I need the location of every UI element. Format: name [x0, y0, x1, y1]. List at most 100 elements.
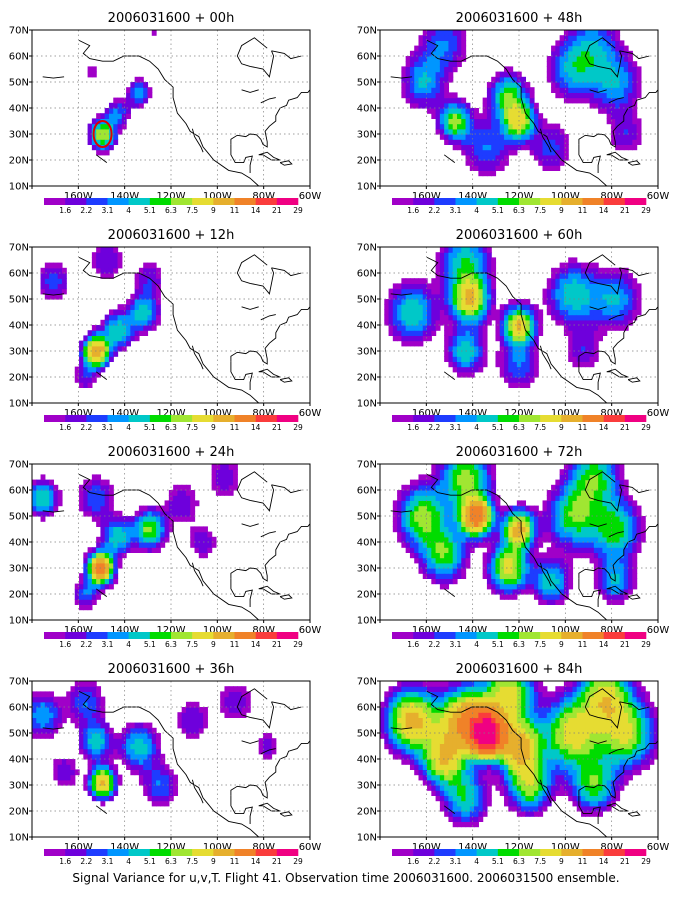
heat-cell — [57, 774, 63, 781]
heat-cell — [36, 484, 42, 491]
heat-cell — [87, 686, 93, 692]
heat-cell — [130, 102, 136, 109]
heat-cell — [134, 738, 140, 744]
heat-cell — [512, 377, 518, 383]
heat-cell — [546, 547, 552, 553]
heat-cell — [486, 568, 492, 574]
heat-cell — [414, 56, 420, 62]
heat-cell — [555, 288, 561, 295]
heat-cell — [619, 479, 625, 486]
heat-cell — [96, 557, 102, 564]
heat-cell — [598, 82, 603, 88]
heat-cell — [108, 510, 114, 517]
heat-cell — [397, 536, 402, 543]
heat-cell — [610, 40, 616, 47]
heat-cell — [615, 299, 621, 305]
heat-cell — [414, 97, 420, 104]
heat-cell — [529, 542, 535, 548]
heat-cell — [418, 536, 424, 543]
heat-cell — [589, 267, 595, 274]
heat-cell — [602, 278, 608, 284]
heat-cell — [572, 526, 578, 533]
heat-cell — [452, 61, 458, 67]
heat-cell — [628, 108, 633, 114]
heat-cell — [452, 283, 458, 290]
heat-cell — [456, 568, 462, 574]
heat-cell — [606, 82, 612, 88]
heat-cell — [431, 722, 437, 729]
heat-cell — [495, 526, 501, 533]
heat-cell — [143, 87, 149, 93]
heat-cell — [529, 139, 535, 145]
heat-cell — [160, 769, 166, 776]
heat-cell — [589, 340, 595, 347]
heat-cell — [529, 144, 535, 151]
heat-cell — [555, 76, 561, 83]
heat-cell — [117, 319, 123, 326]
colorbar-label: 5.1 — [492, 423, 504, 432]
heat-cell — [91, 759, 97, 765]
heat-cell — [563, 474, 569, 481]
heat-cell — [508, 108, 514, 114]
heat-cell — [525, 144, 531, 151]
heat-cell — [593, 552, 599, 559]
heat-cell — [525, 573, 531, 579]
heat-cell — [529, 134, 535, 140]
heat-cell — [521, 118, 527, 125]
heat-cell — [495, 76, 501, 83]
heat-cell — [491, 479, 497, 486]
heat-cell — [525, 557, 531, 564]
heat-cell — [181, 510, 187, 517]
heat-cell — [456, 108, 462, 114]
heat-cell — [83, 500, 89, 507]
heat-cell — [96, 335, 102, 342]
colorbar-label: 6.3 — [165, 206, 177, 215]
colorbar-swatch — [413, 415, 435, 422]
heat-cell — [504, 102, 509, 109]
heat-cell — [117, 123, 123, 130]
heat-cell — [478, 319, 484, 326]
heat-cell — [435, 40, 441, 47]
heat-cell — [156, 309, 161, 316]
heat-cell — [585, 464, 591, 470]
heat-cell — [156, 748, 161, 755]
heat-cell — [405, 505, 411, 512]
heat-cell — [147, 325, 153, 331]
heat-cell — [147, 299, 153, 305]
heat-cell — [461, 144, 467, 151]
heat-cell — [491, 536, 497, 543]
heat-cell — [414, 484, 420, 491]
heat-cell — [461, 345, 467, 352]
heat-cell — [469, 288, 475, 295]
heat-cell — [491, 526, 497, 533]
heat-cell — [589, 547, 595, 553]
heat-cell — [465, 516, 471, 522]
heat-cell — [74, 691, 80, 698]
heat-cell — [542, 552, 548, 559]
heat-cell — [538, 309, 544, 316]
heat-cell — [559, 309, 565, 316]
heat-cell — [79, 738, 84, 744]
heat-cell — [551, 76, 556, 83]
heat-cell — [636, 516, 642, 522]
heat-cell — [533, 144, 539, 151]
heat-cell — [397, 505, 402, 512]
heat-cell — [465, 335, 471, 342]
heat-cell — [512, 594, 518, 600]
heat-cell — [525, 304, 531, 310]
heat-cell — [568, 552, 574, 559]
colorbar-swatch — [434, 415, 456, 422]
heat-cell — [559, 134, 565, 140]
heat-cell — [32, 484, 37, 491]
heat-cell — [465, 108, 471, 114]
y-tick-label: 50N — [9, 295, 29, 306]
heat-cell — [456, 257, 462, 264]
heat-cell — [117, 314, 123, 321]
heat-cell — [529, 510, 535, 517]
heat-cell — [100, 588, 106, 595]
heat-cell — [392, 743, 398, 750]
heat-cell — [585, 340, 591, 347]
heat-cell — [104, 356, 110, 362]
heat-cell — [32, 701, 37, 708]
heat-cell — [224, 712, 230, 718]
